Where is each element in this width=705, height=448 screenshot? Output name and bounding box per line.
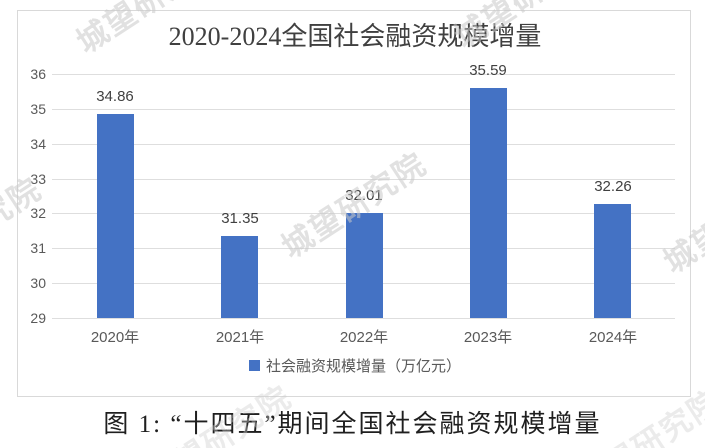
y-axis-tick-label: 30 [30,275,46,291]
y-axis-tick-label: 32 [30,205,46,221]
bar-value-label: 32.01 [345,187,383,204]
gridline [52,179,675,180]
bar-2021年 [221,236,258,318]
figure-caption: 图 1: “十四五”期间全国社会融资规模增量 [103,411,602,438]
y-axis-tick-label: 33 [30,171,46,187]
x-axis-category-label: 2024年 [588,329,638,346]
gridline [52,109,675,110]
legend-swatch-icon [248,359,260,371]
chart-legend: 社会融资规模增量（万亿元） [17,354,693,376]
y-axis-tick-label: 35 [30,101,46,117]
bar-2020年 [97,114,134,318]
bar-2022年 [346,213,383,318]
x-axis-category-label: 2022年 [339,329,389,346]
legend-label: 社会融资规模增量（万亿元） [265,357,461,375]
x-axis-category-label: 2023年 [463,329,513,346]
bar-value-label: 34.86 [96,88,134,105]
y-axis-tick-label: 36 [30,66,46,82]
y-axis-tick-label: 31 [30,240,46,256]
y-axis-tick-label: 29 [30,310,46,326]
gridline [52,74,675,75]
x-axis-category-label: 2020年 [90,329,140,346]
bar-2023年 [470,88,507,318]
bar-value-label: 35.59 [469,62,507,79]
chart-title: 2020-2024全国社会融资规模增量 [168,22,542,51]
bar-value-label: 32.26 [594,178,632,195]
x-axis-category-label: 2021年 [215,329,265,346]
bar-value-label: 31.35 [221,210,259,227]
gridline [52,318,675,319]
bar-2024年 [594,204,631,318]
y-axis-tick-label: 34 [30,136,46,152]
gridline [52,144,675,145]
